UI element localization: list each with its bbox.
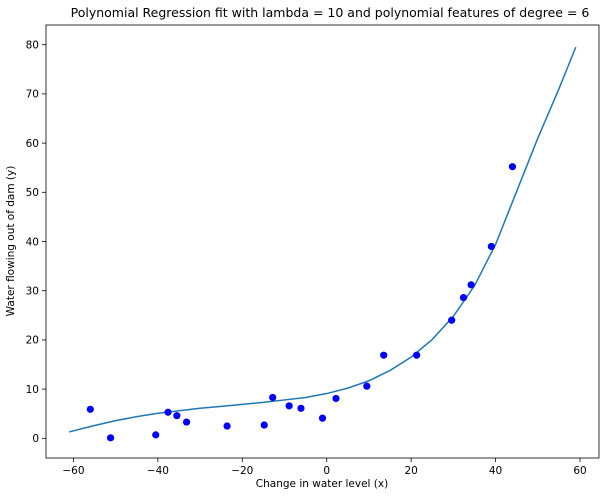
data-point (269, 393, 277, 402)
data-point (297, 404, 305, 412)
y-tick-label: 40 (26, 236, 39, 248)
plot-frame (45, 24, 600, 459)
data-point (223, 422, 231, 430)
data-point (332, 394, 340, 403)
data-point (413, 351, 421, 359)
data-point (459, 293, 468, 302)
x-tick-label: −60 (62, 465, 84, 477)
data-point (487, 242, 495, 251)
y-tick-label: 70 (26, 89, 39, 101)
x-tick-label: 0 (323, 465, 330, 477)
data-point (285, 402, 293, 410)
y-tick-label: 10 (26, 384, 39, 396)
data-point (318, 414, 327, 422)
chart-title: Polynomial Regression fit with lambda = … (71, 5, 590, 20)
y-tick-label: 20 (26, 335, 39, 347)
x-axis: −60 −40 −20 0 20 40 60 (62, 458, 587, 477)
x-axis-label: Change in water level (x) (256, 478, 388, 490)
x-tick-label: −20 (231, 465, 253, 477)
data-point (380, 351, 388, 359)
x-tick-label: 40 (489, 465, 502, 477)
x-tick-label: −40 (147, 465, 169, 477)
y-tick-label: 60 (26, 138, 39, 150)
y-tick-label: 50 (26, 187, 39, 199)
data-point (152, 431, 160, 439)
fit-line (69, 46, 577, 433)
y-tick-label: 80 (26, 39, 39, 51)
data-point (467, 281, 475, 289)
data-point (106, 434, 115, 442)
data-point (260, 421, 268, 429)
y-axis: 0 10 20 30 40 50 60 70 80 (26, 39, 46, 445)
data-point (182, 418, 191, 426)
plot-area (69, 46, 577, 442)
y-tick-label: 30 (26, 286, 39, 298)
y-tick-label: 0 (32, 433, 39, 445)
data-point (363, 382, 371, 390)
data-point (448, 316, 456, 324)
data-point (164, 408, 172, 416)
x-tick-label: 60 (573, 465, 586, 477)
x-tick-label: 20 (404, 465, 417, 477)
data-point (86, 405, 94, 413)
data-point (508, 163, 517, 171)
data-point (173, 412, 181, 420)
y-axis-label: Water flowing out of dam (y) (5, 166, 17, 317)
